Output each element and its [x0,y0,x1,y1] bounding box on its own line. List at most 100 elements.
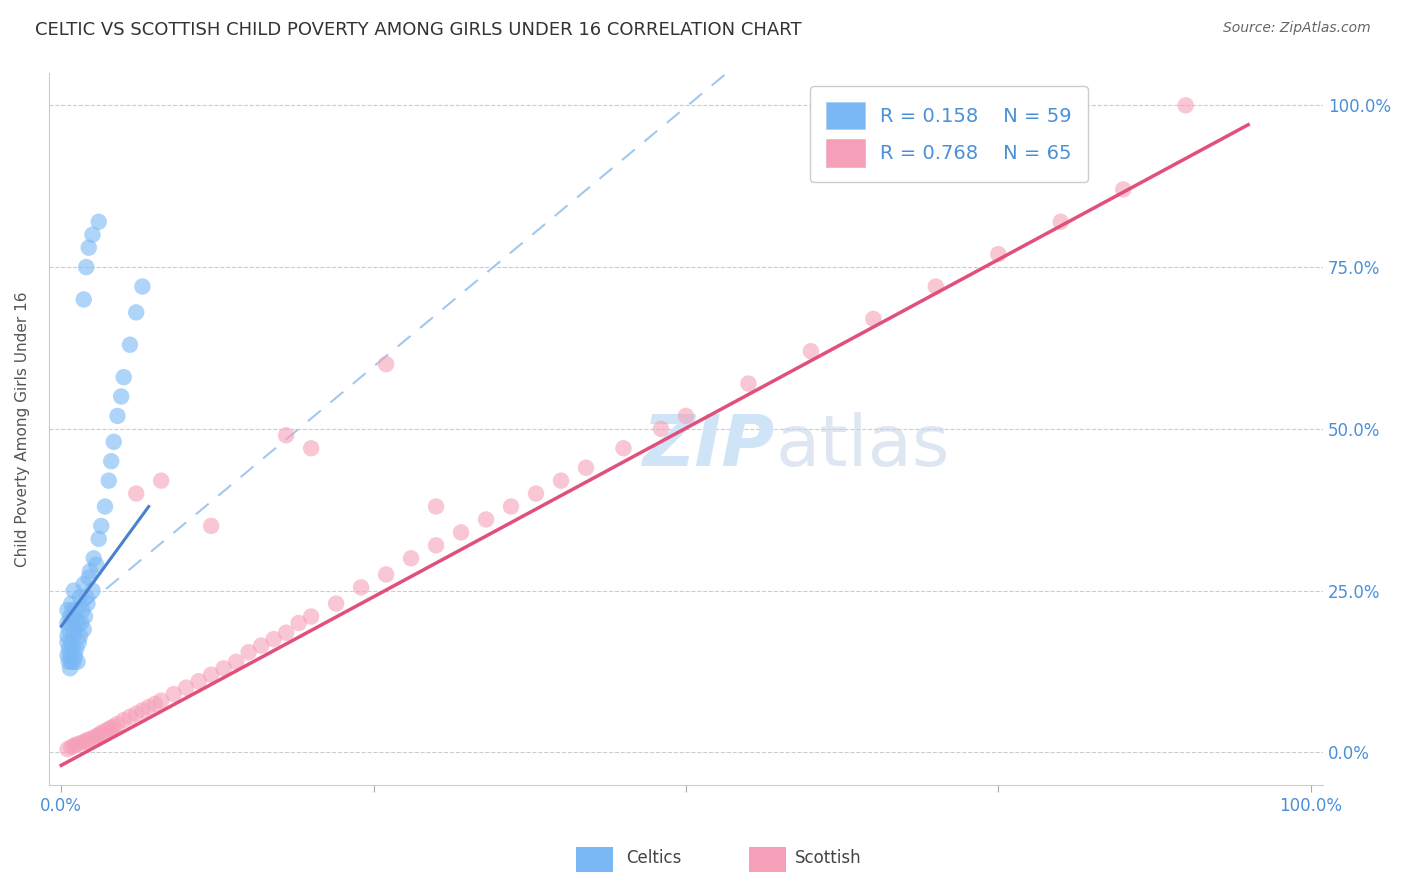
Point [62,655,84,669]
Point [225,655,247,669]
Point [650,422,672,436]
Point [76,597,98,611]
Point [79,564,101,578]
Point [87,532,110,546]
Point [70,615,93,630]
Text: atlas: atlas [775,412,949,481]
Point [73,577,96,591]
Point [60,655,83,669]
Point [75,590,97,604]
Point [112,370,135,384]
Legend: R = 0.158    N = 59, R = 0.768    N = 65: R = 0.158 N = 59, R = 0.768 N = 65 [810,87,1088,182]
Point [131,279,153,293]
Point [524,486,547,500]
Point [73,609,96,624]
Point [66,655,89,669]
Point [475,512,498,526]
Point [97,474,120,488]
Point [59,648,82,663]
Point [73,293,96,307]
Point [73,623,96,637]
Point [737,376,759,391]
Point [62,603,84,617]
Point [77,571,100,585]
Point [118,337,141,351]
Point [59,609,82,624]
Point [72,603,94,617]
Point [63,648,86,663]
Point [84,558,107,572]
Point [59,661,82,675]
Point [425,538,447,552]
Point [60,635,83,649]
Point [82,731,104,746]
Point [56,615,79,630]
Point [77,732,100,747]
Point [65,641,87,656]
Point [287,615,309,630]
Point [163,687,186,701]
Point [60,597,83,611]
Point [350,581,373,595]
Point [75,260,97,274]
Point [75,733,97,747]
Point [58,623,80,637]
Point [575,460,598,475]
Y-axis label: Child Poverty Among Girls Under 16: Child Poverty Among Girls Under 16 [15,291,30,566]
Point [103,719,125,733]
Point [62,739,84,753]
Point [399,551,422,566]
Point [299,442,322,456]
Point [103,434,125,449]
Point [550,474,572,488]
Text: ZIP: ZIP [643,412,775,481]
Point [56,648,79,663]
Point [110,390,132,404]
Point [77,241,100,255]
Point [65,603,87,617]
Point [118,710,141,724]
Point [200,667,222,681]
Point [62,609,84,624]
Point [83,551,105,566]
Point [112,713,135,727]
Point [131,703,153,717]
Text: Source: ZipAtlas.com: Source: ZipAtlas.com [1223,21,1371,36]
Point [65,738,87,752]
Point [925,279,948,293]
Point [250,639,273,653]
Point [299,609,322,624]
Point [56,629,79,643]
Point [58,655,80,669]
Point [187,674,209,689]
Point [100,454,122,468]
Point [63,623,86,637]
Point [84,729,107,743]
Point [212,661,235,675]
Point [125,486,148,500]
Point [450,525,472,540]
Point [1112,182,1135,196]
Point [325,597,347,611]
Point [82,227,104,242]
Point [69,736,91,750]
Point [56,742,79,756]
Point [60,615,83,630]
Point [56,635,79,649]
Point [125,305,148,319]
Point [66,615,89,630]
Point [800,344,823,359]
Text: CELTIC VS SCOTTISH CHILD POVERTY AMONG GIRLS UNDER 16 CORRELATION CHART: CELTIC VS SCOTTISH CHILD POVERTY AMONG G… [35,21,801,39]
Point [56,603,79,617]
Text: Scottish: Scottish [794,849,860,867]
Point [276,625,298,640]
Point [150,474,173,488]
Point [200,519,222,533]
Point [675,409,697,423]
Point [90,519,112,533]
Point [97,722,120,736]
Point [90,726,112,740]
Point [499,500,522,514]
Point [67,635,90,649]
Point [375,567,398,582]
